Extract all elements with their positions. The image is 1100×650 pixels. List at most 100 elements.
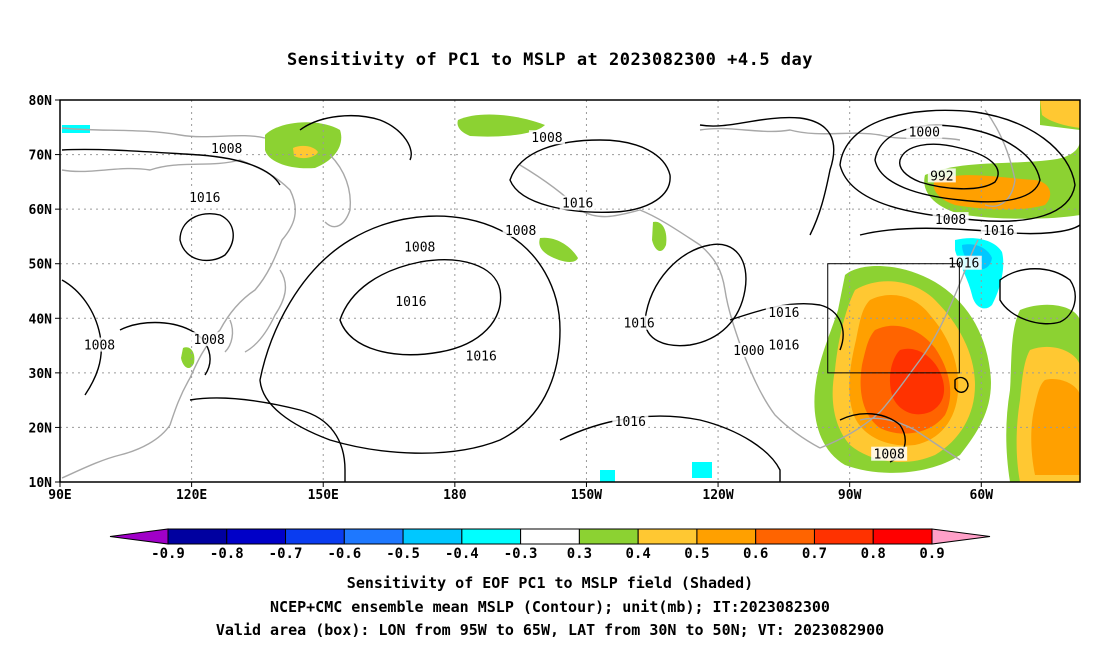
contour-label: 1008 (211, 142, 242, 157)
contour-ne-pacific-high (644, 243, 747, 347)
contour-asia-1008 (61, 148, 281, 186)
caption-valid-area: Valid area (box): LON from 95W to 65W, L… (215, 621, 885, 639)
contour-label-bg (559, 195, 596, 210)
contour-label-bg (528, 130, 565, 145)
contour-label: 1008 (194, 333, 225, 348)
contour-label: 1016 (948, 257, 979, 272)
colorbar-segment (578, 528, 639, 545)
colorbar-label: -0.9 (151, 546, 185, 562)
colorbar-segment (813, 528, 874, 545)
colorbar-label: -0.7 (269, 546, 303, 562)
map-area: 1008 1016 1008 1008 1008 1016 1008 1008 1016 1016… (59, 99, 1081, 483)
colorbar-label: -0.5 (386, 546, 420, 562)
lon-tick-label: 120E (176, 488, 207, 503)
contour-low-north-atlantic-3 (839, 109, 1076, 222)
colorbar-min-triangle (109, 528, 169, 545)
colorbar-segment (696, 528, 757, 545)
valid-area-box (827, 263, 960, 374)
lon-tick-label: 150E (308, 488, 339, 503)
lat-tick-label: 30N (29, 367, 53, 382)
colorbar-max-triangle (931, 528, 991, 545)
longitude-tick-labels: 90E 120E 150E 180 150W 120W 90W 60W (48, 482, 993, 503)
lon-tick-label: 180 (443, 488, 467, 503)
contour-label-bg (621, 315, 658, 330)
colorbar-label: -0.3 (504, 546, 538, 562)
contour-arctic-wave (699, 116, 835, 236)
contour-label: 1016 (562, 197, 593, 212)
coast-greenland (984, 109, 1016, 207)
lat-tick-label: 70N (29, 149, 53, 164)
coast-korea (224, 319, 234, 353)
contour-label-bg (765, 304, 802, 319)
contour-label: 1016 (395, 295, 426, 310)
contour-label-bg (208, 141, 245, 156)
contour-label-bg (932, 212, 969, 227)
lat-tick-label: 80N (29, 94, 53, 109)
lon-tick-label: 90W (838, 488, 862, 503)
contour-east-pacific (559, 415, 781, 482)
contour-label-bg (980, 222, 1017, 237)
colorbar-label: -0.8 (210, 546, 244, 562)
coast-kamchatka (324, 154, 352, 228)
contour-label: 992 (930, 169, 953, 184)
shade-orange-east-atlantic (1031, 379, 1080, 475)
contour-label-bg (401, 239, 438, 254)
shade-cyan-pacific-a (600, 470, 615, 482)
contour-label: 1016 (189, 191, 220, 206)
contour-label: 1008 (505, 224, 536, 239)
contour-label: 1016 (623, 317, 654, 332)
contour-label: 1016 (768, 306, 799, 321)
colorbar-segment (343, 528, 404, 545)
latitude-tick-labels: 10N 20N 30N 40N 50N 60N 70N 80N (29, 94, 60, 491)
shade-green-gulf-alaska (539, 237, 578, 262)
colorbar-label: -0.4 (445, 546, 479, 562)
contour-label: 1008 (874, 448, 905, 463)
contour-label-bg (612, 413, 649, 428)
caption-contour: NCEP+CMC ensemble mean MSLP (Contour); u… (270, 598, 830, 616)
shade-green-taiwan (181, 347, 195, 369)
colorbar-label: 0.8 (861, 546, 886, 562)
contour-label: 1008 (84, 339, 115, 354)
contour-label-bg (906, 124, 943, 139)
shade-green-siberia (265, 122, 342, 169)
caption-shading: Sensitivity of EOF PC1 to MSLP field (Sh… (346, 574, 754, 592)
colorbar-label: 0.7 (802, 546, 827, 562)
contour-atlantic-high (999, 268, 1076, 325)
contour-label-bg (392, 293, 429, 308)
lat-tick-label: 10N (29, 476, 53, 491)
contour-label-bg (81, 337, 118, 352)
contour-label-bg (945, 255, 982, 270)
contour-label-bg (186, 190, 223, 205)
coast-na-east (819, 239, 979, 449)
contour-label: 1008 (404, 240, 435, 255)
contour-siberia (299, 115, 412, 161)
coast-asia-east (61, 159, 296, 479)
colorbar-label: 0.9 (919, 546, 944, 562)
contour-asia-1016 (179, 213, 234, 262)
contour-label-bg (730, 343, 767, 358)
contour-north-pacific-high (339, 259, 502, 356)
shade-yellow-siberia (293, 145, 318, 159)
colorbar-label: -0.6 (327, 546, 361, 562)
lon-tick-label: 60W (970, 488, 994, 503)
colorbar-label: 0.5 (684, 546, 709, 562)
contour-label: 1008 (531, 131, 562, 146)
shade-red-americas (889, 348, 945, 415)
contour-label-bg (927, 168, 956, 183)
contour-asia-1008b (119, 321, 211, 376)
lat-tick-label: 60N (29, 203, 53, 218)
contour-low-north-atlantic (898, 143, 999, 190)
colorbar-segment (520, 528, 580, 545)
colorbar-segment (637, 528, 698, 545)
shade-cyan-pacific-b (692, 462, 712, 478)
contour-pacific-outer (259, 215, 561, 454)
lat-tick-label: 50N (29, 258, 53, 273)
colorbar-segment (755, 528, 815, 545)
shade-green-arctic-pacific (457, 114, 545, 137)
colorbar-segment (226, 528, 287, 545)
contour-labels: 1008 1016 1008 1008 1008 1016 1008 1008 1016 1016… (81, 124, 1017, 463)
contour-label-bg (502, 222, 539, 237)
lat-tick-label: 20N (29, 421, 53, 436)
contour-label: 1016 (983, 224, 1014, 239)
